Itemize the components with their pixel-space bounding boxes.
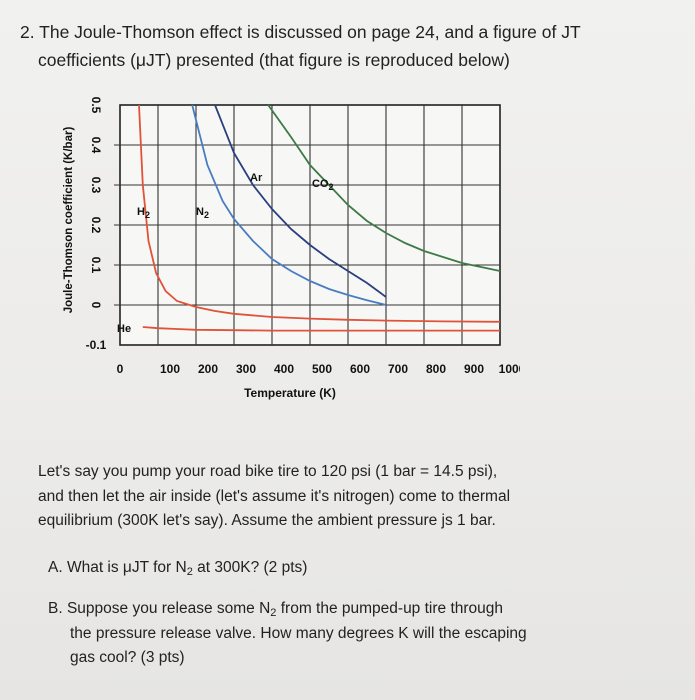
x-tick-label: 400 <box>274 362 294 376</box>
x-axis-label: Temperature (K) <box>244 386 336 400</box>
x-tick-label: 100 <box>160 362 180 376</box>
y-tick-label: 0.4 <box>89 137 103 154</box>
statement-line2: and then let the air inside (let's assum… <box>38 487 511 505</box>
x-tick-label: 700 <box>388 362 408 376</box>
series-label-h2: H2 <box>137 206 150 220</box>
statement-line1: Let's say you pump your road bike tire t… <box>38 463 498 480</box>
question-number: 2. <box>20 22 35 42</box>
series-line-n2 <box>191 104 387 306</box>
x-tick-label: 1000 <box>499 362 520 376</box>
jt-coefficient-chart: 0.5 0.4 0.3 0.2 0.1 0 -0.1 0 100 200 300 400 500 600 7… <box>0 90 520 410</box>
y-tick-label: 0.3 <box>89 177 103 194</box>
part-b-line3: gas cool? (3 pts) <box>70 649 185 666</box>
x-tick-label: 200 <box>198 362 218 376</box>
y-tick-label: 0.2 <box>89 217 103 234</box>
series-label-n2: N2 <box>196 206 209 220</box>
x-tick-label: 500 <box>312 362 332 376</box>
series-line-he <box>142 326 500 332</box>
series-label-he: He <box>117 323 131 335</box>
x-tick-label: 300 <box>236 362 256 376</box>
y-tick-label: -0.1 <box>86 338 107 352</box>
problem-statement: Let's say you pump your road bike tire t… <box>38 460 638 534</box>
question-text-line2: coefficients (μJT) presented (that figur… <box>38 50 510 70</box>
series-label-ar: Ar <box>250 172 263 184</box>
part-a-suffix: at 300K? (2 pts) <box>192 559 308 576</box>
x-tick-label: 900 <box>464 362 484 376</box>
chart-svg: 0.5 0.4 0.3 0.2 0.1 0 -0.1 0 100 200 300 400 500 600 7… <box>63 97 520 400</box>
series-label-co2: CO2 <box>312 178 334 192</box>
part-b-sub: 2 <box>270 607 277 619</box>
question-heading: 2. The Joule-Thomson effect is discussed… <box>20 18 660 74</box>
x-tick-label: 600 <box>350 362 370 376</box>
part-a-prefix: A. What is μJT for N <box>48 559 187 576</box>
part-a-sub: 2 <box>186 566 193 578</box>
y-axis-label: Joule-Thomson coefficient (K/bar) <box>63 127 75 314</box>
y-tick-label: 0.5 <box>89 97 103 114</box>
statement-line3: equilibrium (300K let's say). Assume the… <box>38 512 496 529</box>
x-tick-label: 800 <box>426 362 446 376</box>
y-tick-label: 0 <box>89 302 103 309</box>
x-tick-label: 0 <box>117 362 124 376</box>
part-b-prefix: B. Suppose you release some N <box>48 600 271 617</box>
part-b-suffix: from the pumped-up tire through <box>276 600 504 617</box>
series-line-ar <box>214 104 387 298</box>
y-tick-label: 0.1 <box>89 257 103 274</box>
question-text-line1: The Joule-Thomson effect is discussed on… <box>39 22 581 42</box>
part-b-line2: the pressure release valve. How many deg… <box>70 624 527 642</box>
series-line-h2 <box>138 104 501 323</box>
part-b-question: B. Suppose you release some N2 from the … <box>48 597 648 671</box>
series-line-co2 <box>267 104 501 272</box>
part-a-question: A. What is μJT for N2 at 300K? (2 pts) <box>48 556 648 580</box>
